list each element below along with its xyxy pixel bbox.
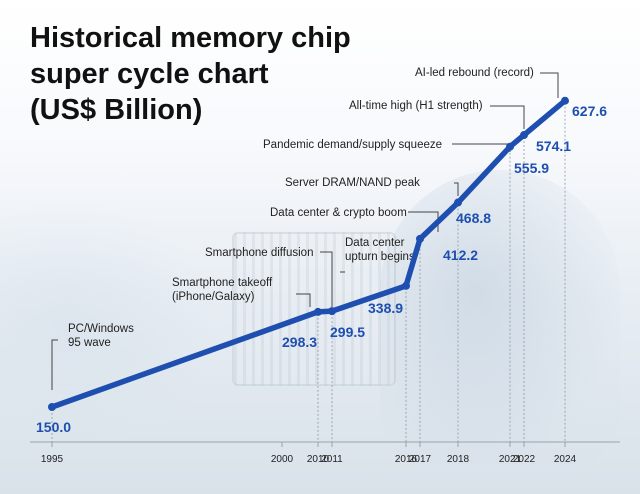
data-value-label: 555.9 xyxy=(514,160,549,176)
x-tick-label: 2022 xyxy=(513,454,536,465)
x-tick-label: 2017 xyxy=(409,454,432,465)
data-point xyxy=(454,198,462,207)
annotation-leader xyxy=(454,182,459,196)
annotation-text: Pandemic demand/supply squeeze xyxy=(263,139,442,151)
annotation-leader xyxy=(540,72,559,98)
annotation-text: AI-led rebound (record) xyxy=(415,67,534,79)
data-value-label: 627.6 xyxy=(572,103,607,119)
data-point xyxy=(48,403,56,411)
x-tick-label: 2024 xyxy=(554,454,577,465)
data-point xyxy=(328,307,336,316)
annotation-text: (iPhone/Galaxy) xyxy=(172,291,255,303)
annotation-leader xyxy=(296,293,311,307)
annotation-text: Data center & crypto boom xyxy=(270,207,407,219)
data-value-label: 150.0 xyxy=(36,419,71,435)
data-value-label: 468.8 xyxy=(456,210,491,226)
annotation-text: upturn begins xyxy=(345,251,415,263)
annotation-text: 95 wave xyxy=(68,337,111,349)
annotation-text: All-time high (H1 strength) xyxy=(349,100,483,112)
chart-title-line: super cycle chart xyxy=(30,58,269,90)
data-value-label: 298.3 xyxy=(282,334,317,350)
x-tick-label: 2011 xyxy=(321,454,343,465)
x-tick-label: 2018 xyxy=(447,454,470,465)
x-tick-label: 1995 xyxy=(41,454,64,465)
data-value-label: 412.2 xyxy=(443,247,478,263)
data-point xyxy=(520,131,528,140)
data-point xyxy=(506,142,514,151)
x-tick-label: 2010 xyxy=(307,454,330,465)
annotation-text: Smartphone diffusion xyxy=(205,247,313,259)
data-point xyxy=(402,281,410,290)
data-point xyxy=(314,307,322,316)
chart-title-line: (US$ Billion) xyxy=(30,94,203,126)
x-tick-label: 2000 xyxy=(271,454,294,465)
annotation-text: PC/Windows xyxy=(68,323,134,335)
annotation-leader xyxy=(490,105,525,129)
data-point xyxy=(416,234,424,243)
annotation-text: Data center xyxy=(345,237,405,249)
data-point xyxy=(561,96,569,105)
x-tick-label: 2021 xyxy=(499,454,522,465)
chart-title: Historical memory chip super cycle chart… xyxy=(30,20,390,128)
annotation-leader xyxy=(51,339,58,390)
x-tick-label: 2016 xyxy=(395,454,418,465)
annotation-leader xyxy=(452,143,511,152)
data-value-label: 574.1 xyxy=(536,138,571,154)
chart-title-line: Historical memory chip xyxy=(30,22,351,54)
data-value-label: 299.5 xyxy=(330,324,365,340)
annotation-text: Server DRAM/NAND peak xyxy=(285,177,420,189)
annotation-leader xyxy=(320,251,333,307)
annotation-text: Smartphone takeoff xyxy=(172,277,273,289)
data-value-label: 338.9 xyxy=(368,300,403,316)
